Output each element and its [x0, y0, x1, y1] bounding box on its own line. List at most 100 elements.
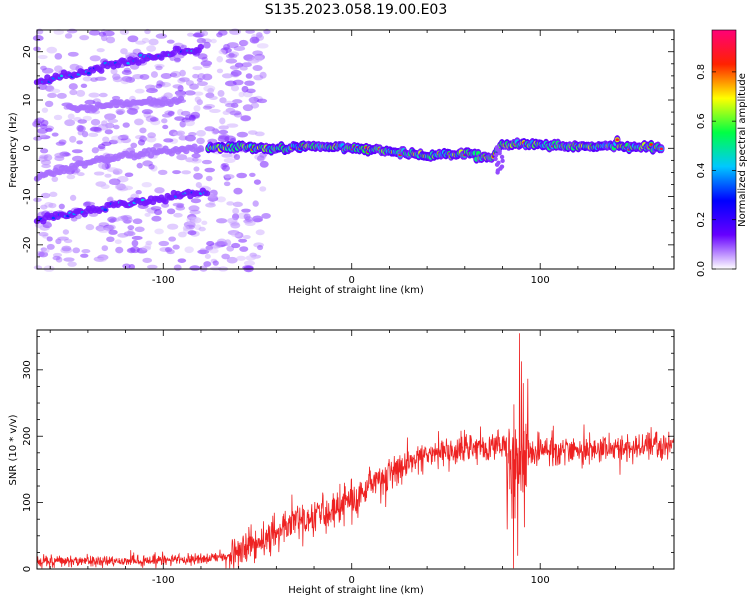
heatmap-cell: [229, 65, 240, 70]
heatmap-cell: [154, 187, 165, 194]
heatmap-cell: [53, 29, 65, 35]
heatmap-cell: [122, 122, 130, 128]
heatmap-cell: [119, 29, 130, 35]
heatmap-cell: [115, 246, 124, 254]
heatmap-cell: [252, 200, 259, 207]
heatmap-cell: [69, 89, 78, 96]
heatmap-cell: [193, 172, 203, 180]
heatmap-cell: [191, 143, 198, 150]
heatmap-cell: [167, 223, 179, 230]
heatmap-cell: [103, 208, 108, 212]
heatmap-cell: [107, 216, 117, 223]
heatmap-cell: [193, 166, 200, 172]
heatmap-cell: [257, 98, 268, 104]
heatmap-cell: [193, 91, 204, 96]
heatmap-cell: [128, 264, 135, 270]
heatmap-cell: [225, 102, 236, 108]
heatmap-cell: [120, 214, 133, 221]
heatmap-cell: [41, 107, 49, 113]
heatmap-cell: [188, 205, 200, 212]
heatmap-cell: [90, 118, 101, 126]
heatmap-cell: [242, 104, 254, 112]
heatmap-cell: [101, 245, 109, 252]
heatmap-cell: [250, 102, 260, 109]
heatmap-cell: [176, 92, 186, 98]
colorbar-tick-label: 0.2: [696, 212, 707, 228]
heatmap-cell: [120, 48, 128, 55]
heatmap-cell: [69, 135, 77, 143]
heatmap-cell: [224, 174, 232, 179]
heatmap-cell: [230, 84, 240, 92]
heatmap-cell: [252, 50, 263, 56]
heatmap-cell: [181, 170, 192, 175]
heatmap-cells: [32, 28, 674, 273]
heatmap-cell: [127, 35, 139, 43]
heatmap-cell: [114, 239, 122, 245]
heatmap-cell: [110, 67, 118, 75]
x-tick-label: -100: [152, 575, 175, 586]
heatmap-cell: [247, 130, 258, 135]
heatmap-cell: [245, 29, 256, 34]
heatmap-cell: [218, 133, 230, 140]
heatmap-cell: [149, 117, 159, 122]
heatmap-cell: [192, 157, 199, 162]
heatmap-cell: [205, 202, 216, 208]
heatmap-cell: [207, 193, 218, 199]
heatmap-cell: [216, 218, 228, 224]
heatmap-cell: [194, 96, 202, 103]
snr-x-axis-label: Height of straight line (km): [288, 585, 424, 596]
heatmap-cell: [230, 222, 241, 229]
heatmap-cell: [101, 141, 112, 146]
heatmap-cell: [212, 260, 219, 266]
heatmap-cell: [89, 55, 101, 62]
heatmap-cell: [126, 107, 139, 115]
heatmap-cell: [108, 229, 118, 235]
heatmap-cell: [58, 139, 67, 145]
heatmap-cell: [233, 154, 241, 161]
snr-panel: -100 0 100 0 100 200 300 Height of straight li…: [8, 329, 675, 596]
heatmap-cell: [76, 172, 85, 177]
heatmap-cell: [108, 178, 121, 186]
heatmap-cell: [144, 84, 156, 90]
heatmap-cell: [203, 41, 211, 49]
heatmap-cell: [232, 207, 240, 215]
heatmap-cell: [200, 30, 209, 37]
heatmap-cell: [111, 135, 122, 141]
heatmap-cell: [222, 110, 230, 116]
heatmap-cell: [221, 253, 230, 260]
heatmap-cell: [121, 69, 132, 76]
heatmap-cell: [232, 71, 240, 78]
heatmap-cell: [216, 32, 223, 38]
heatmap-cell: [255, 229, 265, 236]
heatmap-cell: [71, 155, 84, 162]
colorbar-frame: [711, 29, 737, 270]
heatmap-cell: [148, 38, 159, 46]
heatmap-cell: [246, 88, 256, 94]
heatmap-cell: [197, 81, 208, 87]
heatmap-cell: [139, 127, 147, 134]
heatmap-cell: [138, 53, 143, 57]
heatmap-cell: [232, 79, 244, 86]
heatmap-cell: [157, 169, 168, 176]
heatmap-cell: [166, 39, 175, 44]
heatmap-cell: [182, 225, 190, 231]
heatmap-cell: [146, 45, 157, 52]
heatmap-cell: [204, 253, 211, 259]
y-tick-label: -20: [22, 237, 33, 253]
heatmap-cell: [32, 35, 44, 42]
heatmap-cell: [236, 172, 248, 179]
heatmap-cell: [198, 226, 206, 232]
heatmap-cell: [88, 92, 100, 98]
heatmap-cell: [223, 181, 231, 187]
heatmap-cell: [67, 51, 79, 57]
heatmap-cell: [196, 129, 206, 137]
heatmap-cell: [98, 162, 107, 169]
y-tick-label: 300: [22, 360, 33, 379]
heatmap-cell: [84, 99, 96, 105]
heatmap-cell: [252, 55, 264, 62]
heatmap-cell: [192, 32, 204, 38]
heatmap-cell: [232, 201, 243, 207]
heatmap-cell: [161, 113, 173, 118]
snr-frame: [36, 329, 675, 570]
